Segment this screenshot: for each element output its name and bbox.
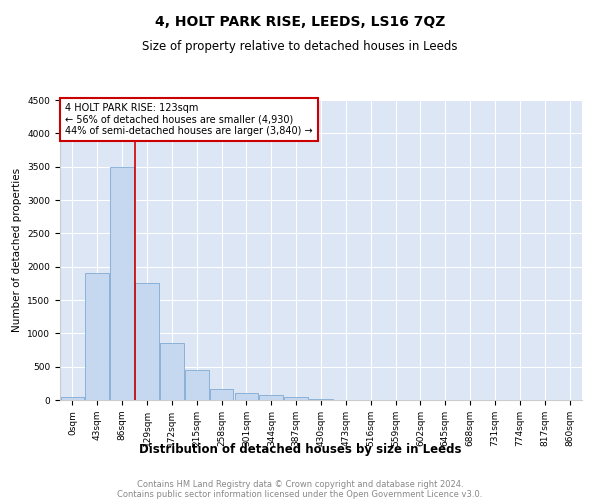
Bar xyxy=(110,166,134,400)
Bar xyxy=(210,388,233,400)
Bar xyxy=(135,284,159,400)
Bar xyxy=(61,396,84,400)
Text: 4, HOLT PARK RISE, LEEDS, LS16 7QZ: 4, HOLT PARK RISE, LEEDS, LS16 7QZ xyxy=(155,15,445,29)
Bar xyxy=(235,394,258,400)
Bar xyxy=(259,396,283,400)
Bar xyxy=(185,370,209,400)
Y-axis label: Number of detached properties: Number of detached properties xyxy=(12,168,22,332)
Text: 4 HOLT PARK RISE: 123sqm
← 56% of detached houses are smaller (4,930)
44% of sem: 4 HOLT PARK RISE: 123sqm ← 56% of detach… xyxy=(65,103,313,136)
Text: Size of property relative to detached houses in Leeds: Size of property relative to detached ho… xyxy=(142,40,458,53)
Text: Contains HM Land Registry data © Crown copyright and database right 2024.
Contai: Contains HM Land Registry data © Crown c… xyxy=(118,480,482,500)
Bar xyxy=(284,396,308,400)
Bar xyxy=(160,344,184,400)
Text: Distribution of detached houses by size in Leeds: Distribution of detached houses by size … xyxy=(139,442,461,456)
Bar xyxy=(85,274,109,400)
